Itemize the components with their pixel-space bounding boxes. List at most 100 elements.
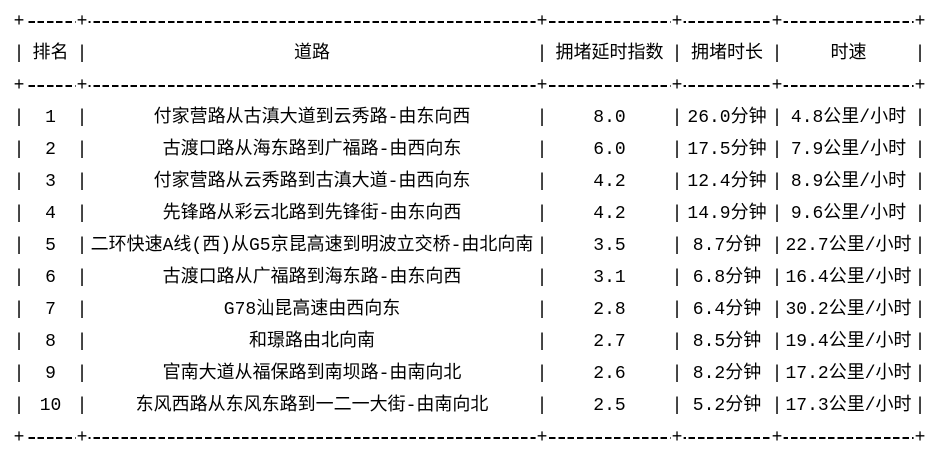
road-cell: 和璟路由北向南 [249,332,375,352]
horizontal-dashed-line [19,21,920,23]
border-intersection-plus: + [12,422,26,454]
column-separator-bar: | [771,332,783,352]
column-separator-bar: | [671,204,683,224]
speed-cell: 22.7公里/小时 [785,236,912,256]
congestion-ranking-table: + + + + + + 排名 道路 拥堵延时指数 拥堵时长 时速 | | | | | | + + + + + +1 付家营路从… [0,6,941,454]
table-row: 10 东风西路从东风东路到一二一大街-由南向北 2.5 5.2分钟 17.3公里/小时 |… [0,390,941,422]
speed-cell: 7.9公里/小时 [790,140,907,160]
border-intersection-plus: + [913,422,927,454]
column-separator-bar: | [914,108,926,128]
column-separator-bar: | [13,172,25,192]
column-separator-bar: | [536,172,548,192]
column-separator-bar: | [13,236,25,256]
column-separator-bar: | [13,268,25,288]
column-separator-bar: | [13,332,25,352]
table-border-row: + + + + + + [0,422,941,454]
delay_index-cell: 2.7 [593,332,626,352]
rank-cell: 6 [45,268,56,288]
border-intersection-plus: + [913,70,927,102]
column-separator-bar: | [771,236,783,256]
column-separator-bar: | [76,332,88,352]
column-separator-bar: | [671,108,683,128]
border-intersection-plus: + [670,70,684,102]
table-row: 7 G78汕昆高速由西向东 2.8 6.4分钟 30.2公里/小时 | | | | | | [0,294,941,326]
column-separator-bar: | [76,396,88,416]
delay_index-cell: 6.0 [593,140,626,160]
border-intersection-plus: + [535,422,549,454]
border-intersection-plus: + [770,70,784,102]
column-separator-bar: | [76,268,88,288]
column-separator-bar: | [914,268,926,288]
column-separator-bar: | [914,332,926,352]
duration-cell: 5.2分钟 [692,396,762,416]
column-separator-bar: | [536,300,548,320]
column-separator-bar: | [771,44,783,64]
delay_index-cell: 2.5 [593,396,626,416]
column-separator-bar: | [76,364,88,384]
delay_index-cell: 3.5 [593,236,626,256]
column-separator-bar: | [914,140,926,160]
horizontal-dashed-line [19,437,920,439]
table-row: 4 先锋路从彩云北路到先锋街-由东向西 4.2 14.9分钟 9.6公里/小时 | | | | |… [0,198,941,230]
rank-cell: 4 [45,204,56,224]
column-separator-bar: | [13,44,25,64]
column-separator-bar: | [13,300,25,320]
road-cell: 官南大道从福保路到南坝路-由南向北 [162,364,462,384]
border-intersection-plus: + [75,422,89,454]
duration-cell: 8.2分钟 [692,364,762,384]
road-cell: 先锋路从彩云北路到先锋街-由东向西 [162,204,462,224]
rank-cell: 7 [45,300,56,320]
column-separator-bar: | [771,204,783,224]
column-separator-bar: | [76,300,88,320]
speed-cell: 4.8公里/小时 [790,108,907,128]
delay_index-cell: 3.1 [593,268,626,288]
rank-cell: 2 [45,140,56,160]
column-separator-bar: | [771,300,783,320]
border-intersection-plus: + [670,422,684,454]
table-row: 3 付家营路从云秀路到古滇大道-由西向东 4.2 12.4分钟 8.9公里/小时 | | | |… [0,166,941,198]
horizontal-dashed-line [19,85,920,87]
speed-cell: 17.3公里/小时 [785,396,912,416]
duration-cell: 26.0分钟 [687,108,767,128]
table-row: 2 古渡口路从海东路到广福路-由西向东 6.0 17.5分钟 7.9公里/小时 | | | | |… [0,134,941,166]
table-row: 8 和璟路由北向南 2.7 8.5分钟 19.4公里/小时 | | | | | | [0,326,941,358]
column-separator-bar: | [536,44,548,64]
rank-cell: 1 [45,108,56,128]
border-intersection-plus: + [535,70,549,102]
column-separator-bar: | [671,364,683,384]
column-separator-bar: | [13,108,25,128]
column-separator-bar: | [771,396,783,416]
rank-cell: 5 [45,236,56,256]
column-separator-bar: | [914,204,926,224]
column-separator-bar: | [76,140,88,160]
table-row: 9 官南大道从福保路到南坝路-由南向北 2.6 8.2分钟 17.2公里/小时 | | | | |… [0,358,941,390]
duration-cell: 6.4分钟 [692,300,762,320]
column-header-delay_index: 拥堵延时指数 [555,44,664,64]
speed-cell: 30.2公里/小时 [785,300,912,320]
speed-cell: 9.6公里/小时 [790,204,907,224]
border-intersection-plus: + [535,6,549,38]
column-separator-bar: | [13,140,25,160]
column-separator-bar: | [914,236,926,256]
table-header-row: 排名 道路 拥堵延时指数 拥堵时长 时速 | | | | | | [0,38,941,70]
column-separator-bar: | [671,44,683,64]
column-separator-bar: | [536,364,548,384]
column-separator-bar: | [914,300,926,320]
road-cell: 付家营路从云秀路到古滇大道-由西向东 [153,172,471,192]
column-separator-bar: | [771,364,783,384]
column-separator-bar: | [76,236,88,256]
speed-cell: 8.9公里/小时 [790,172,907,192]
column-header-duration: 拥堵时长 [691,44,763,64]
duration-cell: 14.9分钟 [687,204,767,224]
rank-cell: 8 [45,332,56,352]
column-separator-bar: | [671,268,683,288]
column-separator-bar: | [536,268,548,288]
border-intersection-plus: + [12,6,26,38]
duration-cell: 8.5分钟 [692,332,762,352]
delay_index-cell: 8.0 [593,108,626,128]
column-separator-bar: | [771,268,783,288]
column-separator-bar: | [671,140,683,160]
table-row: 5 二环快速A线(西)从G5京昆高速到明波立交桥-由北向南 3.5 8.7分钟 22.7… [0,230,941,262]
column-separator-bar: | [771,172,783,192]
